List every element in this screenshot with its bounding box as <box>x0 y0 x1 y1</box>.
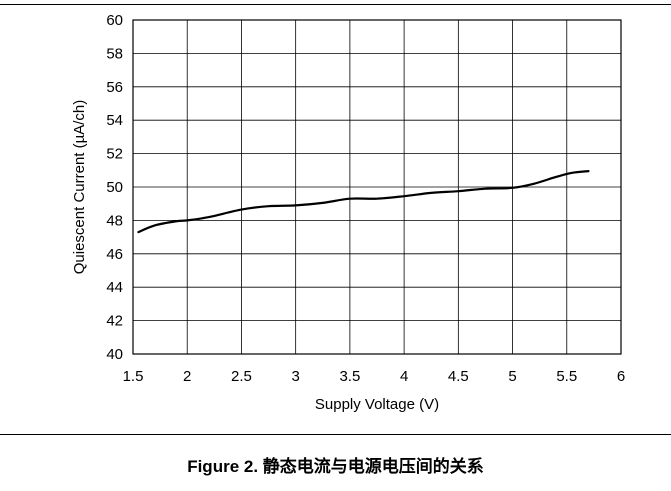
grid <box>132 19 622 355</box>
y-axis-label: Quiescent Current (µA/ch) <box>71 100 88 275</box>
y-tick-label: 60 <box>106 12 123 29</box>
y-tick-labels: 40 42 44 46 48 50 52 54 56 58 60 <box>106 12 123 363</box>
x-tick-label: 2 <box>183 368 191 385</box>
y-tick-label: 40 <box>106 346 123 363</box>
x-tick-label: 3 <box>291 368 299 385</box>
x-tick-label: 5.5 <box>556 368 577 385</box>
x-axis-label: Supply Voltage (V) <box>315 396 439 413</box>
top-rule <box>0 4 671 5</box>
x-tick-label: 1.5 <box>123 368 144 385</box>
x-tick-label: 2.5 <box>231 368 252 385</box>
y-tick-label: 52 <box>106 146 123 163</box>
bottom-rule <box>0 434 671 435</box>
y-tick-label: 46 <box>106 246 123 263</box>
plot-frame <box>132 19 622 355</box>
y-tick-label: 48 <box>106 212 123 229</box>
x-tick-labels: 1.5 2 2.5 3 3.5 4 4.5 5 5.5 6 <box>123 368 626 385</box>
x-tick-label: 6 <box>617 368 625 385</box>
y-tick-label: 54 <box>106 112 123 129</box>
x-tick-label: 5 <box>508 368 516 385</box>
x-tick-label: 4 <box>400 368 408 385</box>
y-tick-label: 42 <box>106 313 123 330</box>
series-line <box>137 170 590 234</box>
y-tick-label: 50 <box>106 179 123 196</box>
line-chart: 1.5 2 2.5 3 3.5 4 4.5 5 5.5 6 40 42 44 46 48 50 52 54 56 5… <box>71 12 626 413</box>
y-tick-label: 44 <box>106 279 123 296</box>
figure-caption: Figure 2. 静态电流与电源电压间的关系 <box>187 457 484 476</box>
x-tick-label: 4.5 <box>448 368 469 385</box>
y-tick-label: 56 <box>106 79 123 96</box>
y-tick-label: 58 <box>106 45 123 62</box>
x-tick-label: 3.5 <box>339 368 360 385</box>
